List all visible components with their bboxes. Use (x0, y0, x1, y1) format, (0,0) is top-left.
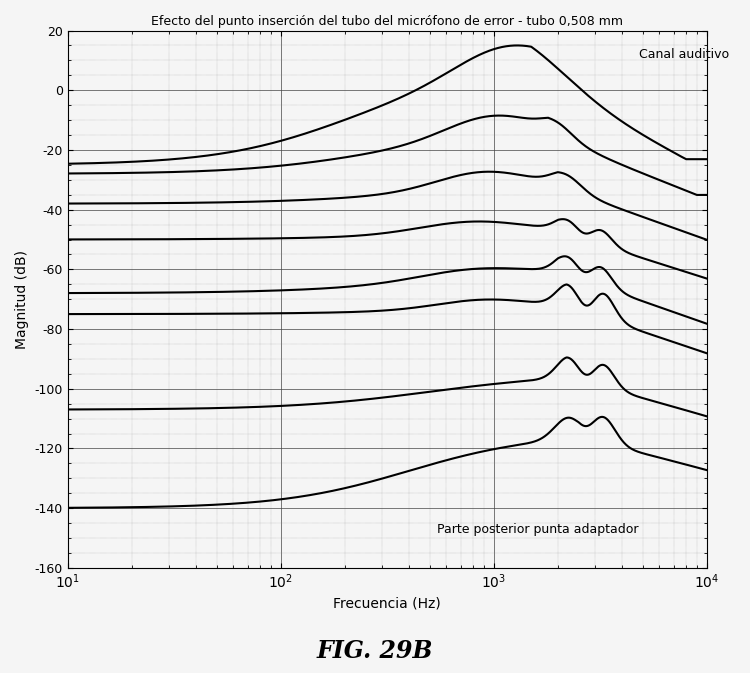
X-axis label: Frecuencia (Hz): Frecuencia (Hz) (333, 597, 441, 611)
Text: FIG. 29B: FIG. 29B (316, 639, 434, 663)
Title: Efecto del punto inserción del tubo del micrófono de error - tubo 0,508 mm: Efecto del punto inserción del tubo del … (152, 15, 623, 28)
Text: Canal auditivo: Canal auditivo (639, 48, 729, 61)
Text: Parte posterior punta adaptador: Parte posterior punta adaptador (436, 522, 638, 536)
Y-axis label: Magnitud (dB): Magnitud (dB) (15, 250, 29, 349)
